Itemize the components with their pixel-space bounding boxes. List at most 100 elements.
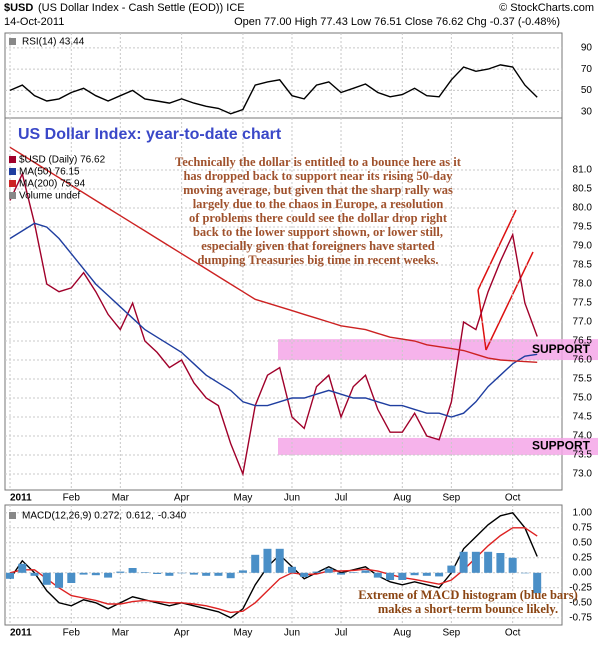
plot-area xyxy=(9,64,538,115)
histogram-bar xyxy=(153,572,162,574)
y-tick-label: 0.00 xyxy=(573,567,593,578)
x-tick-label: Oct xyxy=(505,493,521,504)
annotation: Extreme of MACD histogram (blue bars) xyxy=(358,588,578,602)
histogram-bar xyxy=(42,572,51,585)
histogram-bar xyxy=(484,551,493,573)
series-line xyxy=(9,146,538,363)
channel-line xyxy=(485,251,534,351)
x-tick-label: Jun xyxy=(284,493,300,504)
rsi-panel xyxy=(4,32,563,119)
x-tick-label: Sep xyxy=(442,493,460,504)
x-tick-label: Aug xyxy=(393,628,411,639)
x-tick-label: 2011 xyxy=(10,493,32,504)
annotation: back to the lower support shown, or lowe… xyxy=(193,225,443,239)
plot-area xyxy=(9,146,538,477)
y-tick-label: 79.5 xyxy=(573,222,593,233)
chart-title: US Dollar Index: year-to-date chart xyxy=(18,126,282,143)
y-tick-label: 74.5 xyxy=(573,412,593,423)
x-tick-label: Apr xyxy=(174,493,190,504)
legend-entry: MA(50) 76.15 xyxy=(19,167,80,178)
histogram-bar xyxy=(67,572,76,583)
x-tick-label: May xyxy=(233,493,252,504)
x-tick-label: Jul xyxy=(335,493,348,504)
y-tick-label: -0.75 xyxy=(569,612,592,623)
copyright: © StockCharts.com xyxy=(499,2,594,14)
y-tick-label: 75.5 xyxy=(573,374,593,385)
histogram-bar xyxy=(238,570,247,573)
legend-swatch xyxy=(9,168,16,175)
histogram-bar xyxy=(508,557,517,573)
histogram-bar xyxy=(533,572,542,594)
trend-channel xyxy=(477,209,534,351)
annotation: of problems there could see the dollar d… xyxy=(189,211,448,225)
histogram-bar xyxy=(410,572,419,576)
legend-entry: MACD(12,26,9) 0.272, xyxy=(22,511,122,522)
x-tick-label: Sep xyxy=(442,628,460,639)
histogram-bar xyxy=(177,572,186,574)
histogram-bar xyxy=(263,548,272,573)
histogram-bar xyxy=(79,572,88,575)
description: (US Dollar Index - Cash Settle (EOD)) IC… xyxy=(38,2,245,14)
symbol: $USD xyxy=(4,2,33,14)
x-tick-label: Jun xyxy=(284,628,300,639)
series-line xyxy=(9,64,538,115)
y-tick-label: 0.50 xyxy=(573,537,593,548)
legend-entry: Volume undef xyxy=(19,191,80,202)
annotation: has dropped back to support near its ris… xyxy=(183,169,453,183)
x-tick-label: Oct xyxy=(505,628,521,639)
channel-line xyxy=(477,289,487,351)
histogram-bar xyxy=(6,572,14,579)
x-tick-label: Apr xyxy=(174,628,190,639)
legend-swatch xyxy=(9,156,16,163)
legend-entry: RSI(14) 43.44 xyxy=(22,37,85,48)
x-tick-label: Aug xyxy=(393,493,411,504)
histogram-bar xyxy=(349,572,358,573)
histogram-bar xyxy=(373,572,382,578)
histogram-bar xyxy=(275,548,284,573)
annotation: Technically the dollar is entitled to a … xyxy=(175,155,462,169)
histogram-bar xyxy=(300,572,309,577)
histogram-bar xyxy=(496,553,505,573)
legend-swatch xyxy=(9,192,16,199)
histogram-bar xyxy=(337,572,346,575)
histogram-bar xyxy=(251,554,260,573)
annotation: especially given that foreigners have st… xyxy=(201,239,434,253)
x-tick-label: Feb xyxy=(63,493,81,504)
histogram-bar xyxy=(91,572,100,576)
y-tick-label: 78.0 xyxy=(573,279,593,290)
histogram-bar xyxy=(287,566,296,573)
histogram-bar xyxy=(447,565,456,573)
x-tick-label: Feb xyxy=(63,628,81,639)
legend-entry: -0.340 xyxy=(158,511,187,522)
histogram-bar xyxy=(422,572,431,576)
annotation: largely due to the chaos in Europe, a re… xyxy=(193,197,444,211)
date: 14-Oct-2011 xyxy=(4,16,64,28)
y-tick-label: 0.25 xyxy=(573,552,593,563)
channel-line xyxy=(477,209,517,291)
quote: Open 77.00 High 77.43 Low 76.51 Close 76… xyxy=(234,16,560,28)
histogram-bar xyxy=(386,572,395,580)
y-tick-label: 50 xyxy=(581,85,593,96)
x-tick-label: 2011 xyxy=(10,628,32,639)
annotation: dumping Treasuries big time in recent we… xyxy=(197,253,438,267)
y-tick-label: -0.50 xyxy=(569,597,592,608)
histogram-bar xyxy=(312,571,321,573)
legend-swatch xyxy=(9,512,16,519)
histogram-bar xyxy=(116,571,125,573)
legend-swatch xyxy=(9,38,16,45)
legend-entry: $USD (Daily) 76.62 xyxy=(19,155,106,166)
histogram-bar xyxy=(520,572,529,574)
histogram-bar xyxy=(18,563,27,573)
y-tick-label: 1.00 xyxy=(573,507,593,518)
histogram-bar xyxy=(226,572,235,579)
histogram-bar xyxy=(471,551,480,573)
y-tick-label: 0.75 xyxy=(573,522,593,533)
series-line xyxy=(9,527,538,614)
y-tick-label: 76.0 xyxy=(573,355,593,366)
y-tick-label: 90 xyxy=(581,43,593,54)
histogram-bar xyxy=(361,570,370,573)
series-line xyxy=(9,222,538,418)
y-tick-label: 81.0 xyxy=(573,165,593,176)
y-tick-label: 78.5 xyxy=(573,260,593,271)
support-zone xyxy=(278,339,598,361)
